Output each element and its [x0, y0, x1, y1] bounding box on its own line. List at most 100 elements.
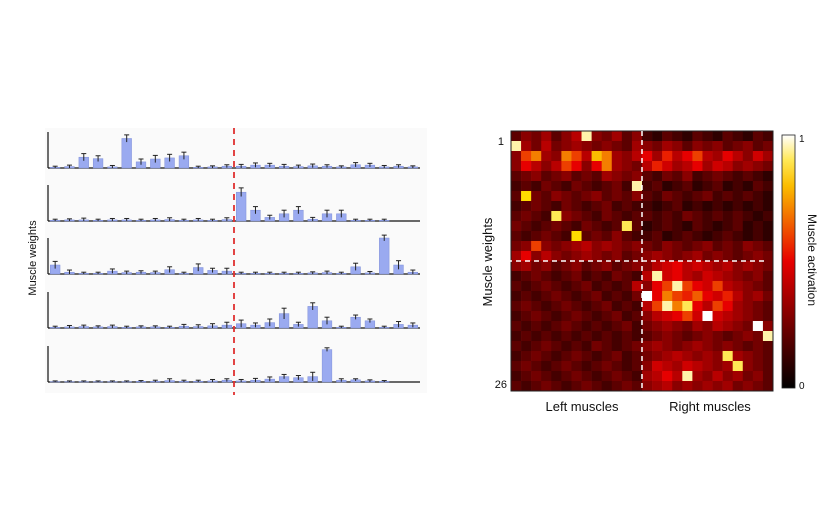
heatmap-cell — [752, 311, 764, 322]
heatmap-cell — [702, 231, 713, 242]
heatmap-cell — [652, 351, 663, 362]
heatmap-cell — [531, 291, 542, 302]
heatmap-cell — [652, 331, 663, 342]
heatmap-cell — [712, 131, 723, 142]
heatmap-cell — [511, 171, 522, 182]
heatmap-cell — [752, 271, 764, 282]
heatmap-cell — [752, 321, 764, 332]
heatmap-cell — [682, 211, 693, 222]
heatmap-cell — [752, 151, 764, 162]
heatmap-cell — [682, 221, 693, 232]
heatmap-cell — [692, 291, 703, 302]
heatmap-cell — [702, 341, 713, 352]
heatmap-cell — [692, 211, 703, 222]
heatmap-cell — [672, 251, 683, 262]
heatmap-cell — [601, 221, 613, 232]
heatmap-cell — [642, 301, 653, 312]
heatmap-cell — [551, 271, 562, 282]
heatmap-cell — [621, 221, 633, 232]
colorbar — [781, 134, 796, 389]
heatmap-cell — [531, 181, 542, 192]
heatmap-cell — [541, 271, 552, 282]
heatmap-cell — [712, 251, 723, 262]
heatmap-cell — [752, 141, 764, 152]
heatmap-cell — [642, 351, 653, 362]
heatmap-cell — [551, 161, 562, 172]
heatmap-cell — [712, 201, 723, 212]
heatmap-cell — [652, 311, 663, 322]
heatmap-cell — [702, 331, 713, 342]
heatmap-cell — [732, 331, 744, 342]
heatmap-cell — [712, 231, 723, 242]
heatmap-cell — [692, 311, 703, 322]
heatmap-cell — [662, 161, 673, 172]
heatmap-cell — [571, 181, 582, 192]
heatmap-cell — [652, 151, 663, 162]
heatmap-cell — [631, 331, 643, 342]
heatmap-cell — [561, 251, 572, 262]
heatmap-cell — [621, 361, 633, 372]
heatmap-cell — [742, 131, 754, 142]
heatmap-cell — [511, 381, 522, 392]
heatmap-cell — [702, 251, 713, 262]
heatmap-cell — [601, 251, 613, 262]
heatmap-cell — [742, 351, 754, 362]
heatmap-cell — [521, 341, 532, 352]
heatmap-cell — [571, 251, 582, 262]
heatmap-cell — [511, 311, 522, 322]
heatmap-cell — [732, 161, 744, 172]
heatmap-cell — [511, 151, 522, 162]
heatmap-cell — [521, 381, 532, 392]
heatmap-cell — [742, 301, 754, 312]
heatmap-cell — [601, 361, 613, 372]
heatmap-cell — [762, 271, 774, 282]
heatmap-cell — [712, 291, 723, 302]
heatmap-cell — [611, 231, 623, 242]
heatmap-cell — [642, 211, 653, 222]
heatmap-cell — [702, 191, 713, 202]
heatmap-cell — [631, 381, 643, 392]
heatmap-cell — [631, 291, 643, 302]
heatmap-cell — [722, 341, 733, 352]
heatmap-cell — [631, 231, 643, 242]
heatmap-cell — [521, 371, 532, 382]
heatmap-cell — [642, 361, 653, 372]
heatmap-cell — [672, 141, 683, 152]
heatmap-cell — [591, 301, 602, 312]
heatmap-cell — [742, 371, 754, 382]
heatmap-cell — [642, 201, 653, 212]
heatmap-cell — [541, 251, 552, 262]
heatmap-cell — [682, 141, 693, 152]
heatmap-cell — [621, 291, 633, 302]
heatmap-cell — [662, 281, 673, 292]
heatmap-cell — [541, 261, 552, 272]
heatmap-cell — [712, 381, 723, 392]
heatmap-cell — [752, 251, 764, 262]
heatmap-cell — [531, 221, 542, 232]
heatmap-cell — [531, 171, 542, 182]
heatmap-cell — [551, 191, 562, 202]
heatmap-cell — [601, 241, 613, 252]
heatmap-cell — [621, 251, 633, 262]
heatmap-cell — [762, 221, 774, 232]
heatmap-cell — [702, 151, 713, 162]
heatmap-cell — [722, 301, 733, 312]
heatmap-cell — [581, 141, 592, 152]
heatmap-cell — [672, 231, 683, 242]
heatmap-cell — [601, 151, 613, 162]
heatmap-cell — [541, 161, 552, 172]
heatmap-cell — [642, 131, 653, 142]
heatmap-cell — [702, 301, 713, 312]
heatmap-cell — [742, 221, 754, 232]
heatmap-cell — [662, 371, 673, 382]
heatmap-cell — [732, 151, 744, 162]
heatmap-cell — [591, 291, 602, 302]
heatmap-cell — [551, 201, 562, 212]
heatmap-cell — [752, 171, 764, 182]
heatmap-cell — [752, 211, 764, 222]
heatmap-cell — [581, 271, 592, 282]
heatmap-cell — [601, 271, 613, 282]
heatmap-cell — [621, 131, 633, 142]
heatmap-cell — [652, 301, 663, 312]
heatmap-cell — [551, 301, 562, 312]
